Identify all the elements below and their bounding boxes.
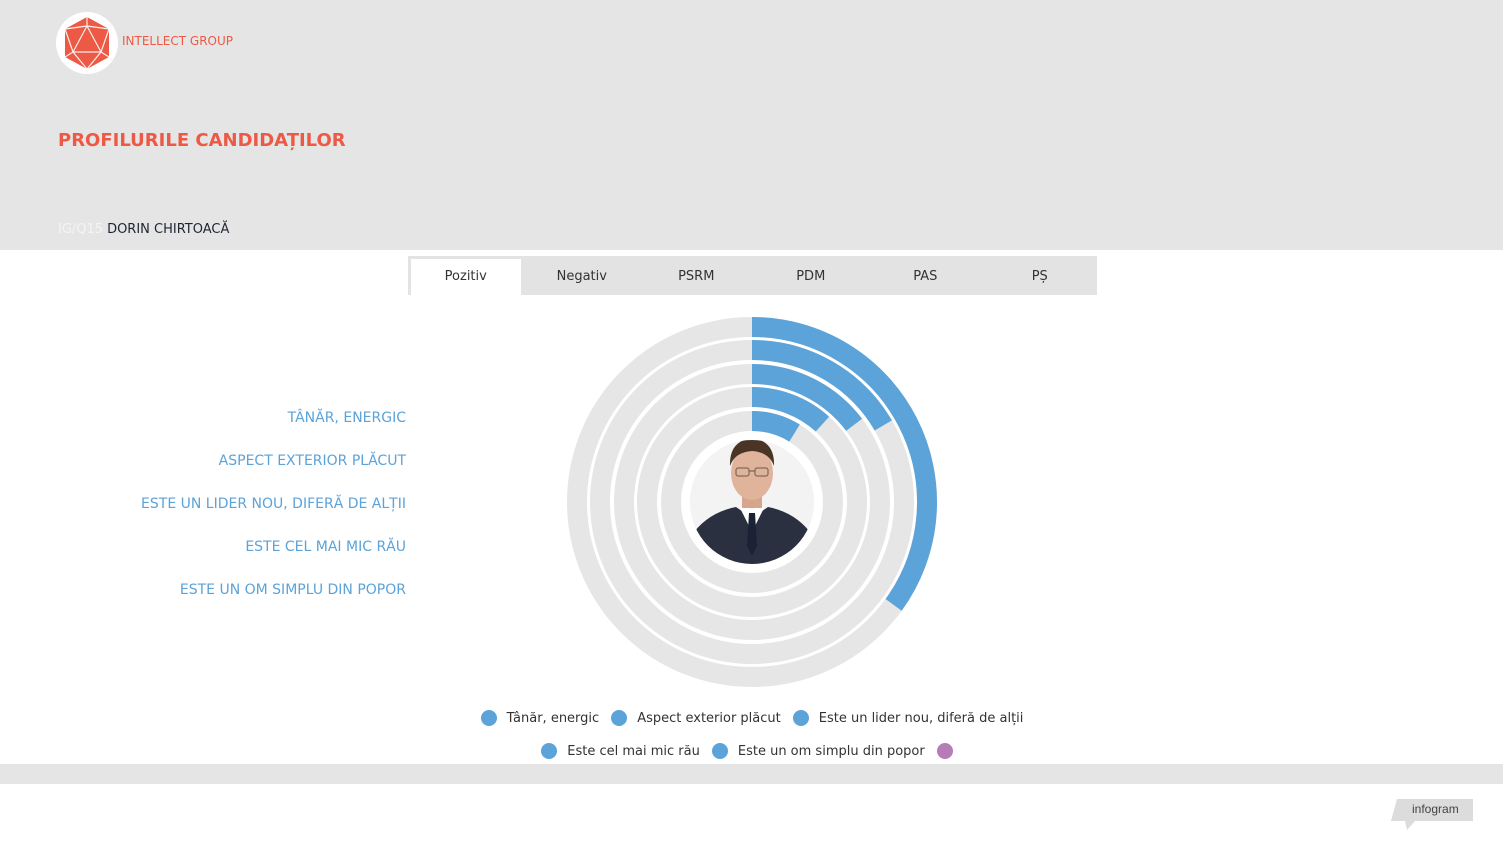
infogram-badge[interactable]: infogram: [1391, 799, 1473, 831]
legend-item[interactable]: Este un om simplu din popor: [711, 741, 925, 761]
candidate-name: DORIN CHIRTOACĂ: [107, 222, 230, 237]
legend-dot: [936, 743, 953, 759]
legend-label: Este un lider nou, diferă de alții: [818, 710, 1024, 726]
category-label: ASPECT EXTERIOR PLĂCUT: [218, 453, 406, 469]
candidate-photo: [690, 440, 814, 564]
intellect-group-logo[interactable]: [56, 12, 118, 74]
icosahedron-logo-icon: [64, 17, 110, 70]
legend-dot: [711, 743, 728, 759]
category-label: ESTE CEL MAI MIC RĂU: [245, 539, 406, 555]
category-label: TÂNĂR, ENERGIC: [287, 410, 406, 426]
header: INTELLECT GROUP PROFILURILE CANDIDAȚILOR…: [0, 0, 1503, 250]
legend-label: Aspect exterior plăcut: [637, 710, 781, 726]
legend-item[interactable]: Este un lider nou, diferă de alții: [792, 708, 1024, 728]
legend-item[interactable]: Aspect exterior plăcut: [611, 708, 781, 728]
radial-bar[interactable]: [751, 411, 800, 442]
legend-dot: [792, 710, 809, 726]
tab-pozitiv[interactable]: Pozitiv: [411, 259, 521, 295]
radial-bar[interactable]: [751, 317, 937, 611]
legend-item[interactable]: [936, 741, 963, 761]
category-label: ESTE UN OM SIMPLU DIN POPOR: [179, 582, 406, 597]
category-labels: TÂNĂR, ENERGIC ASPECT EXTERIOR PLĂCUT ES…: [100, 405, 406, 597]
legend-dot: [480, 710, 497, 726]
radial-bar[interactable]: [751, 387, 830, 432]
tab-psrm[interactable]: PSRM: [678, 269, 715, 284]
infogram-badge-shape: [1391, 799, 1473, 830]
legend-item[interactable]: Este cel mai mic rău: [541, 741, 700, 761]
chart-rings: [567, 317, 937, 687]
category-label: ESTE UN LIDER NOU, DIFERĂ DE ALȚII: [141, 496, 406, 512]
chart-legend: Tânăr, energic Aspect exterior plăcut Este…: [420, 708, 1084, 761]
radial-bar[interactable]: [751, 364, 863, 432]
legend-label: Este un om simplu din popor: [737, 743, 925, 759]
page-title: PROFILURILE CANDIDAȚILOR: [58, 130, 346, 151]
brand-name: INTELLECT GROUP: [122, 34, 234, 48]
legend-label: Tânăr, energic: [506, 710, 600, 726]
legend-item[interactable]: Tânăr, energic: [480, 708, 600, 728]
question-code: IG/Q15: [58, 222, 104, 237]
radial-bar-chart: [567, 317, 937, 687]
legend-dot: [541, 743, 558, 759]
tab-negativ[interactable]: Negativ: [556, 269, 607, 284]
radial-bar[interactable]: [751, 340, 892, 431]
footer-bar: [0, 764, 1503, 784]
tab-ps[interactable]: PȘ: [1031, 269, 1048, 284]
legend-label: Este cel mai mic rău: [567, 743, 700, 759]
infogram-badge-label: infogram: [1412, 802, 1459, 816]
tab-bar: Pozitiv Negativ PSRM PDM PAS PȘ: [408, 256, 1097, 295]
legend-dot: [611, 710, 628, 726]
subtitle: IG/Q15 DORIN CHIRTOACĂ: [58, 222, 229, 237]
tab-pas[interactable]: PAS: [913, 269, 938, 284]
tab-pdm[interactable]: PDM: [796, 269, 826, 284]
